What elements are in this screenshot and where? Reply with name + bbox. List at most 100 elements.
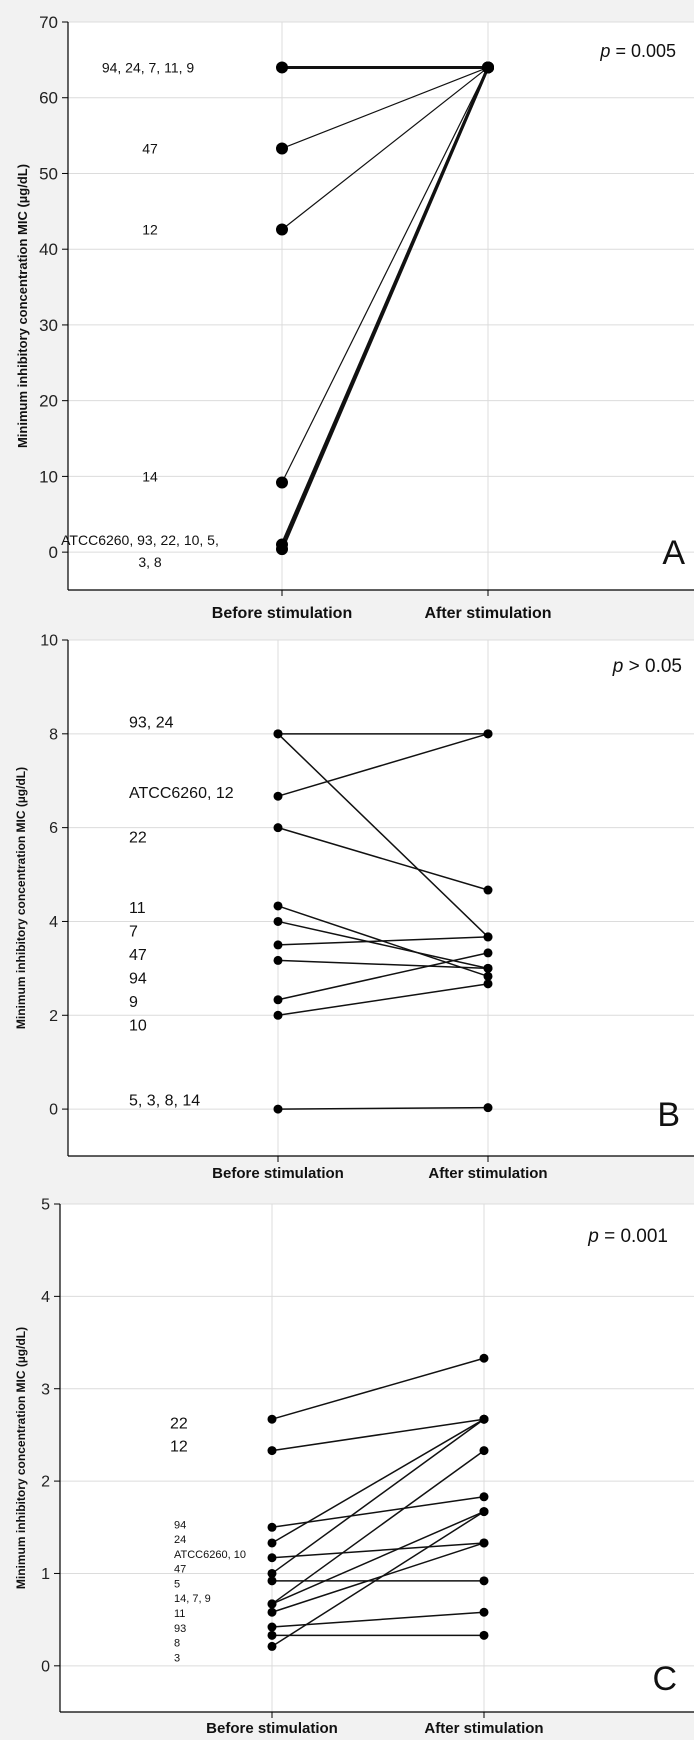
y-tick-label: 5 — [41, 1197, 50, 1214]
y-tick-label: 30 — [39, 316, 58, 335]
chart-panel-b: 0 2 4 6 8 10 Before stimulation After stimulati… — [0, 628, 694, 1190]
strain-label: 93, 24 — [129, 715, 174, 732]
data-point-before — [273, 916, 283, 926]
strain-label: 3, 8 — [138, 554, 162, 570]
data-line — [277, 983, 489, 1017]
data-point-before — [273, 995, 283, 1005]
data-point-after — [483, 971, 493, 981]
data-point-after — [483, 948, 493, 958]
strain-label: 5, 3, 8, 14 — [129, 1092, 200, 1109]
y-tick-label: 4 — [41, 1289, 50, 1306]
strain-label: 7 — [129, 923, 138, 940]
strain-label: 8 — [174, 1638, 180, 1650]
strain-label: 5 — [174, 1578, 180, 1590]
strain-label: 11 — [129, 900, 146, 917]
data-point-before — [273, 823, 283, 833]
y-tick-label: 60 — [39, 89, 58, 108]
data-point-before — [276, 61, 288, 74]
plot-area — [68, 640, 694, 1156]
data-point-after — [479, 1353, 489, 1363]
strain-label: 10 — [129, 1017, 147, 1034]
y-tick-label: 2 — [41, 1474, 50, 1491]
data-point-before — [276, 223, 288, 236]
panel-letter: B — [657, 1096, 680, 1134]
y-tick-label: 1 — [41, 1566, 50, 1583]
strain-label: ATCC6260, 10 — [174, 1549, 246, 1561]
y-tick-label: 50 — [39, 164, 58, 183]
data-line — [277, 959, 489, 970]
y-tick-label: 10 — [39, 467, 58, 486]
data-point-before — [267, 1641, 277, 1651]
strain-label: 94 — [174, 1519, 186, 1531]
data-line — [281, 67, 489, 483]
y-tick-label: 2 — [49, 1008, 58, 1025]
strain-label: 22 — [170, 1416, 188, 1433]
data-point-before — [267, 1446, 277, 1456]
data-point-after — [479, 1446, 489, 1456]
data-line — [271, 1542, 485, 1559]
data-line — [277, 733, 489, 938]
strain-label: 47 — [174, 1564, 186, 1576]
x-category-label: Before stimulation — [206, 1720, 338, 1737]
data-point-after — [479, 1538, 489, 1548]
data-point-before — [276, 142, 288, 155]
strain-label: 47 — [129, 947, 147, 964]
data-point-before — [267, 1607, 277, 1617]
y-axis-label: Minimum inhibitory concentration MIC (µg… — [14, 767, 28, 1029]
data-line — [271, 1542, 485, 1613]
y-tick-label: 20 — [39, 392, 58, 411]
y-tick-label: 10 — [40, 633, 58, 650]
y-tick-label: 0 — [41, 1658, 50, 1675]
data-point-before — [276, 543, 288, 556]
chart-panel-c: 0 1 2 3 4 5 Before stimulation After stimulatio… — [0, 1190, 694, 1740]
data-line — [271, 1450, 485, 1605]
strain-label: ATCC6260, 93, 22, 10, 5, — [61, 532, 219, 548]
data-line — [280, 66, 490, 550]
p-value-annotation: p > 0.05 — [612, 656, 682, 677]
data-line — [271, 1510, 485, 1648]
strain-label: 24 — [174, 1534, 186, 1546]
data-line — [271, 1418, 485, 1544]
data-point-after — [483, 932, 493, 942]
data-point-after — [479, 1414, 489, 1424]
strain-label: 3 — [174, 1652, 180, 1664]
data-line — [277, 952, 489, 1001]
y-tick-label: 40 — [39, 240, 58, 259]
data-line — [277, 826, 489, 891]
strain-label: 93 — [174, 1623, 186, 1635]
data-line — [281, 66, 489, 150]
x-category-label: After stimulation — [424, 605, 551, 622]
data-line — [281, 66, 489, 230]
plot-area — [60, 1204, 694, 1712]
data-point-before — [273, 940, 283, 950]
p-symbol: p — [599, 41, 610, 61]
data-point-after — [479, 1492, 489, 1502]
data-point-before — [267, 1553, 277, 1563]
x-category-label: Before stimulation — [212, 605, 352, 622]
strain-label: 47 — [142, 140, 158, 156]
data-point-before — [267, 1630, 277, 1640]
p-value: = 0.001 — [599, 1226, 668, 1247]
y-axis-label: Minimum inhibitory concentration MIC (µg… — [14, 1327, 28, 1589]
data-point-after — [483, 1103, 493, 1113]
data-point-before — [276, 476, 288, 489]
strain-label: 94 — [129, 970, 147, 987]
data-point-after — [483, 885, 493, 895]
data-point-after — [479, 1576, 489, 1586]
x-category-label: After stimulation — [424, 1720, 543, 1737]
strain-label: 14, 7, 9 — [174, 1593, 211, 1605]
p-value: > 0.05 — [623, 656, 682, 677]
data-point-before — [273, 1010, 283, 1020]
data-point-after — [483, 729, 493, 739]
x-category-label: After stimulation — [428, 1165, 547, 1182]
panel-letter: A — [662, 534, 685, 572]
y-tick-label: 70 — [39, 13, 58, 32]
data-line — [271, 1510, 485, 1605]
strain-label: 94, 24, 7, 11, 9 — [102, 59, 195, 75]
data-point-after — [482, 61, 494, 74]
data-point-after — [483, 979, 493, 989]
strain-label: 22 — [129, 830, 147, 847]
data-line — [277, 1106, 489, 1110]
data-line — [271, 1357, 485, 1420]
data-point-before — [273, 1104, 283, 1114]
